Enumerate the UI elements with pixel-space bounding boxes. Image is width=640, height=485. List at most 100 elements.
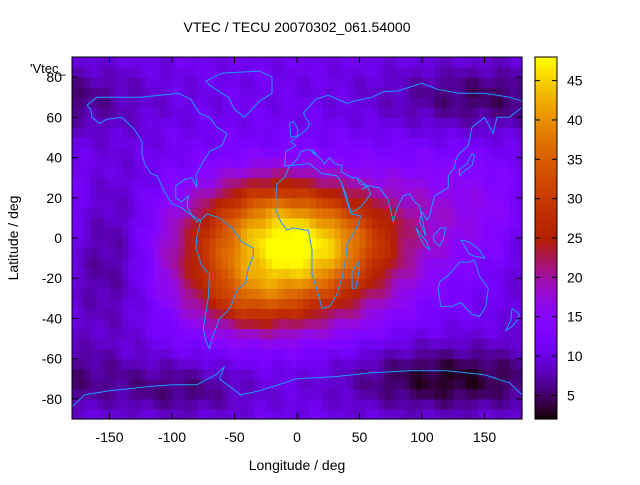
heatmap-cell	[297, 258, 304, 269]
heatmap-cell	[328, 147, 336, 159]
heatmap-cell	[465, 348, 473, 360]
heatmap-cell	[284, 187, 292, 199]
heatmap-cell	[140, 107, 148, 118]
coastline-arabia	[340, 177, 372, 213]
heatmap-cell	[334, 187, 342, 199]
heatmap-cell	[409, 127, 417, 139]
heatmap-cell	[122, 298, 129, 309]
heatmap-cell	[184, 227, 192, 239]
heatmap-cell	[347, 197, 354, 209]
heatmap-cell	[334, 238, 342, 249]
heatmap-cell	[372, 197, 379, 209]
colorbar-segment	[535, 367, 557, 372]
heatmap-cell	[184, 117, 192, 128]
heatmap-cell	[465, 157, 473, 169]
heatmap-cell	[334, 127, 342, 139]
heatmap-cell	[240, 328, 248, 340]
colorbar-segment	[535, 63, 557, 67]
heatmap-cell	[215, 157, 223, 169]
heatmap-cell	[178, 368, 186, 380]
heatmap-cell	[284, 358, 292, 370]
heatmap-cell	[422, 217, 429, 229]
colorbar-segment	[535, 216, 557, 221]
heatmap-cell	[434, 238, 442, 249]
heatmap-cell	[384, 127, 392, 139]
heatmap-cell	[403, 187, 411, 199]
heatmap-cell	[165, 157, 173, 169]
heatmap-cell	[222, 298, 229, 309]
heatmap-cell	[240, 308, 248, 320]
heatmap-cell	[309, 258, 317, 269]
heatmap-cell	[128, 398, 136, 410]
heatmap-cell	[484, 348, 492, 360]
heatmap-cell	[184, 57, 192, 68]
heatmap-cell	[359, 77, 367, 88]
heatmap-cell	[422, 77, 429, 88]
heatmap-cell	[78, 248, 86, 259]
heatmap-cell	[397, 87, 404, 98]
heatmap-cell	[197, 77, 204, 88]
heatmap-cell	[228, 217, 236, 229]
heatmap-cell	[190, 87, 198, 98]
coastline-greenland	[205, 70, 273, 118]
heatmap-cell	[322, 378, 329, 390]
heatmap-cell	[240, 348, 248, 360]
heatmap-cell	[290, 207, 298, 219]
heatmap-cell	[303, 177, 311, 189]
heatmap-cell	[197, 368, 204, 380]
heatmap-cell	[90, 137, 98, 149]
heatmap-cell	[134, 318, 142, 330]
heatmap-cell	[253, 57, 261, 68]
heatmap-cell	[465, 117, 473, 128]
heatmap-cell	[503, 187, 511, 199]
heatmap-cell	[478, 97, 486, 108]
heatmap-cell	[222, 147, 229, 159]
heatmap-cell	[490, 338, 498, 350]
heatmap-cell	[165, 217, 173, 229]
heatmap-cell	[378, 268, 386, 279]
heatmap-cell	[490, 77, 498, 88]
heatmap-cell	[340, 227, 348, 239]
heatmap-cell	[284, 268, 292, 279]
heatmap-cell	[347, 308, 354, 320]
colorbar-segment	[535, 60, 557, 64]
heatmap-cell	[140, 87, 148, 98]
heatmap-cell	[484, 408, 492, 420]
heatmap-cell	[459, 368, 467, 380]
heatmap-cell	[147, 107, 154, 118]
heatmap-cell	[159, 77, 167, 88]
heatmap-cell	[284, 378, 292, 390]
heatmap-cell	[184, 197, 192, 209]
heatmap-cell	[272, 177, 279, 189]
heatmap-cell	[78, 157, 86, 169]
heatmap-cell	[272, 97, 279, 108]
heatmap-cell	[347, 107, 354, 118]
heatmap-cell	[215, 248, 223, 259]
heatmap-cell	[147, 398, 154, 410]
heatmap-cell	[172, 238, 179, 249]
heatmap-cell	[165, 167, 173, 179]
heatmap-cell	[415, 117, 423, 128]
heatmap-cell	[409, 77, 417, 88]
heatmap-cell	[353, 97, 361, 108]
heatmap-cell	[290, 238, 298, 249]
heatmap-cell	[478, 227, 486, 239]
heatmap-cell	[209, 388, 217, 400]
heatmap-cell	[509, 248, 517, 259]
heatmap-cell	[203, 177, 211, 189]
heatmap-cell	[72, 348, 79, 360]
heatmap-cell	[422, 177, 429, 189]
heatmap-cell	[334, 147, 342, 159]
heatmap-cell	[484, 268, 492, 279]
heatmap-cell	[415, 338, 423, 350]
colorbar-segment	[535, 286, 557, 290]
heatmap-cell	[272, 288, 279, 299]
heatmap-cell	[515, 167, 523, 179]
heatmap-cell	[209, 157, 217, 169]
heatmap-cell	[453, 338, 461, 350]
heatmap-cell	[234, 238, 242, 249]
heatmap-cell	[265, 238, 273, 249]
heatmap-cell	[322, 87, 329, 98]
heatmap-cell	[415, 57, 423, 68]
